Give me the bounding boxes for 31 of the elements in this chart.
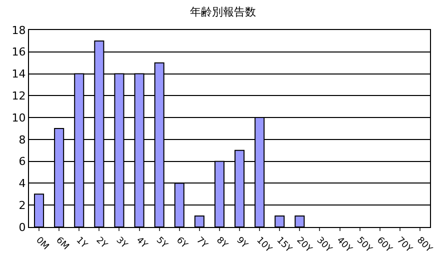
x-tick-label: 6Y <box>174 236 190 251</box>
y-tick-label: 16 <box>12 46 26 59</box>
y-tick-label: 18 <box>12 24 26 37</box>
x-tick-label: 20Y <box>294 236 314 255</box>
y-tick-label: 2 <box>18 198 26 212</box>
x-tick-label: 4Y <box>134 236 150 251</box>
x-tick-label: 5Y <box>154 236 170 251</box>
x-tick-label: 1Y <box>74 236 90 251</box>
chart-title: 年齢別報告数 <box>190 6 256 19</box>
x-tick-label: 8Y <box>214 236 230 251</box>
x-tick-label: 60Y <box>374 236 394 255</box>
x-tick-label: 6M <box>54 236 70 252</box>
y-tick-label: 4 <box>18 177 26 190</box>
y-tick-label: 6 <box>18 155 26 168</box>
y-tick-label: 12 <box>12 90 26 103</box>
x-tick-label: 0M <box>34 236 50 252</box>
x-tick-label: 3Y <box>114 236 130 251</box>
x-tick-label: 2Y <box>94 236 110 251</box>
x-tick-label: 15Y <box>274 236 294 255</box>
x-tick-label: 30Y <box>314 236 334 255</box>
x-tick-label: 50Y <box>354 236 374 255</box>
x-tick-label: 40Y <box>334 236 354 255</box>
x-tick-label: 7Y <box>194 236 210 251</box>
x-tick-label: 70Y <box>394 236 414 255</box>
y-tick-label: 8 <box>18 133 26 146</box>
x-tick-label: 9Y <box>234 236 250 251</box>
x-tick-label: 80Y <box>414 236 434 255</box>
y-tick-label: 14 <box>12 68 26 81</box>
x-tick-label: 10Y <box>254 236 274 255</box>
y-tick-label: 10 <box>12 111 26 124</box>
y-tick-label: 0 <box>18 220 26 234</box>
